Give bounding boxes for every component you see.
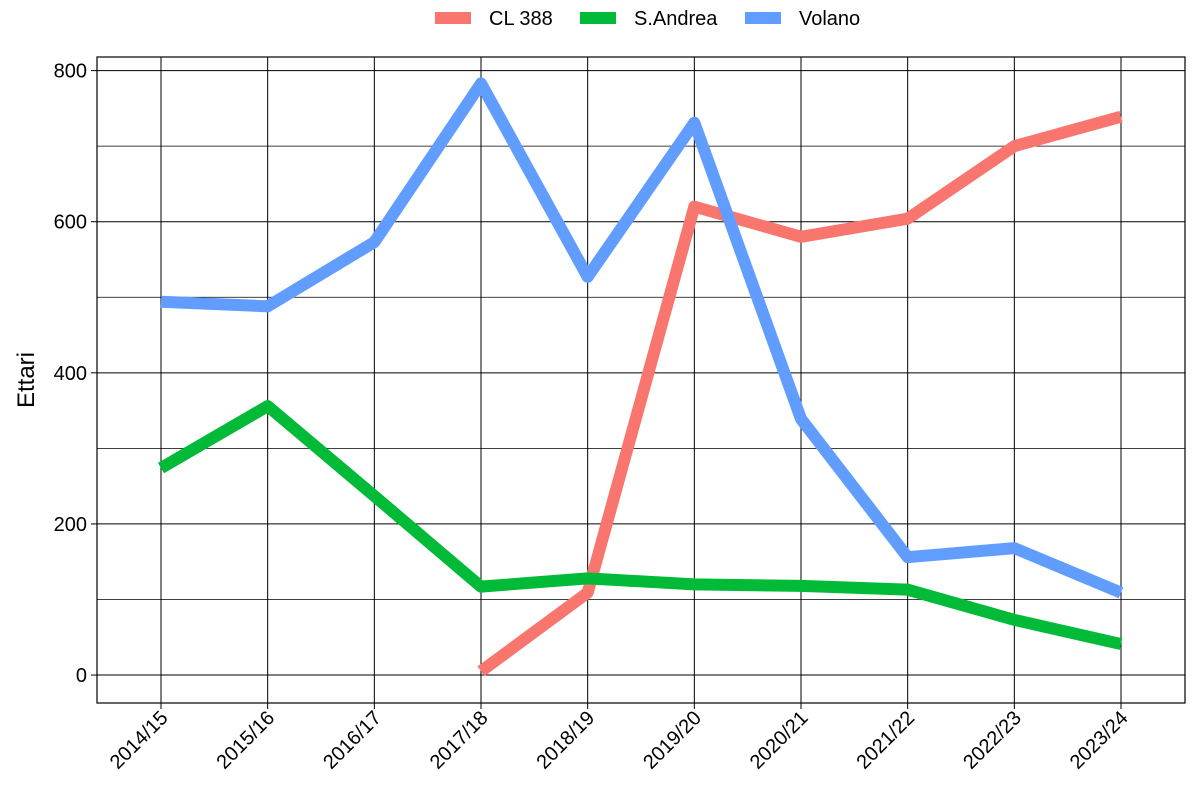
y-tick-label: 0 [76, 665, 87, 687]
y-tick-label: 400 [54, 363, 87, 385]
series-line [160, 77, 1124, 599]
x-tick-label: 2021/22 [853, 707, 920, 774]
x-tick-label: 2020/21 [746, 707, 813, 774]
x-tick-label: 2015/16 [213, 707, 280, 774]
x-tick-label: 2023/24 [1066, 707, 1133, 774]
y-tick-label: 800 [54, 61, 87, 83]
y-tick-label: 600 [54, 212, 87, 234]
x-tick-label: 2022/23 [959, 707, 1026, 774]
y-tick-label: 200 [54, 514, 87, 536]
legend-label: Volano [799, 8, 860, 30]
x-tick-label: 2017/18 [426, 707, 493, 774]
x-tick-label: 2019/20 [639, 707, 706, 774]
x-tick-label: 2018/19 [533, 707, 600, 774]
x-tick-label: 2014/15 [106, 707, 173, 774]
y-axis-label: Ettari [13, 352, 40, 408]
x-tick-label: 2016/17 [319, 707, 386, 774]
series-line [157, 400, 1123, 650]
legend-label: CL 388 [489, 8, 553, 30]
legend-background [402, 0, 893, 56]
plot-frame [96, 56, 1186, 704]
series-line [477, 110, 1123, 677]
legend-label: S.Andrea [634, 8, 718, 30]
